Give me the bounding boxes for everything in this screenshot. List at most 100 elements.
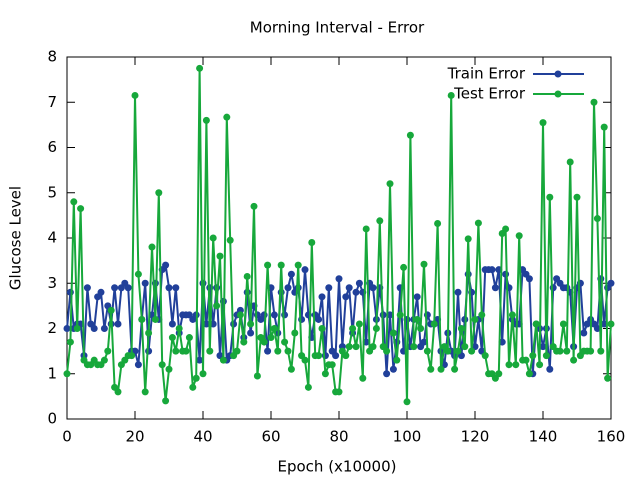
data-point [471,315,479,323]
data-point [604,374,612,382]
data-point [529,352,537,360]
data-point [457,325,465,332]
data-point [134,361,142,369]
data-point [172,347,180,355]
data-point [359,374,367,382]
data-point [114,320,122,328]
data-point [270,325,278,332]
data-point [104,347,112,355]
data-point [573,193,581,201]
data-point [260,338,268,346]
data-point [63,370,71,378]
data-point [410,343,418,351]
data-point [542,352,550,360]
data-point [403,398,411,406]
data-point [267,334,275,342]
data-point [532,320,540,328]
data-point [219,356,227,364]
data-point [488,266,496,274]
data-point [478,311,486,319]
data-point [597,347,605,355]
data-point [315,315,323,323]
data-point [420,260,428,268]
data-point [148,243,156,251]
data-point [505,361,513,369]
data-point [158,361,166,369]
data-point [413,293,421,301]
data-point [168,334,176,342]
data-point [301,266,309,274]
data-point [162,397,170,405]
x-axis-label: Epoch (x10000) [278,458,397,476]
data-point [294,261,302,269]
y-tick-label: 8 [47,48,57,66]
data-point [345,343,353,351]
data-point [389,329,397,337]
data-point [508,311,516,319]
data-point [355,279,363,287]
data-point [151,315,159,323]
data-point [495,370,503,378]
data-point [287,270,295,278]
x-tick-label: 20 [125,428,144,446]
data-point [546,193,554,201]
data-point [243,272,251,280]
data-point [291,329,299,337]
data-point [335,275,343,283]
data-point [502,270,510,278]
data-point [607,320,615,328]
data-point [563,347,571,355]
data-point [515,232,523,240]
data-point [491,284,499,292]
x-tick-label: 140 [529,428,558,446]
data-point [590,98,598,106]
data-point [376,217,384,225]
data-point [77,205,85,213]
data-point [100,325,108,332]
data-point [223,113,231,121]
data-point [468,347,476,355]
legend-label: Train Error [447,65,526,83]
data-point [546,365,554,373]
data-point [362,225,370,233]
data-point [90,325,98,332]
data-point [141,388,149,396]
data-point [593,325,601,332]
data-point [406,131,414,139]
data-point [355,320,363,328]
data-point [165,365,173,373]
data-point [454,288,462,296]
x-tick-label: 40 [193,428,212,446]
data-point [83,284,91,292]
data-point [301,356,309,364]
x-tick-label: 0 [62,428,72,446]
data-point [66,288,74,296]
data-point [328,361,336,369]
data-point [114,388,122,396]
data-point [342,352,350,360]
data-point [284,347,292,355]
data-point [199,370,207,378]
data-point [264,347,272,355]
data-point [321,370,329,378]
y-tick-label: 1 [47,364,57,382]
chart-title: Morning Interval - Error [250,19,425,37]
data-point [281,338,289,346]
data-point [189,383,197,391]
data-point [318,293,326,301]
data-point [447,91,455,99]
data-point [383,347,391,355]
data-point [352,288,360,296]
data-point [66,338,74,346]
data-point [165,284,173,292]
y-axis-label: Glucose Level [7,186,25,290]
x-tick-label: 80 [329,428,348,446]
y-tick-label: 7 [47,93,57,111]
legend-label: Test Error [453,85,526,103]
data-point [502,225,510,233]
data-point [393,356,401,364]
data-point [389,365,397,373]
x-tick-label: 120 [461,428,490,446]
data-point [413,315,421,323]
data-point [369,284,377,292]
